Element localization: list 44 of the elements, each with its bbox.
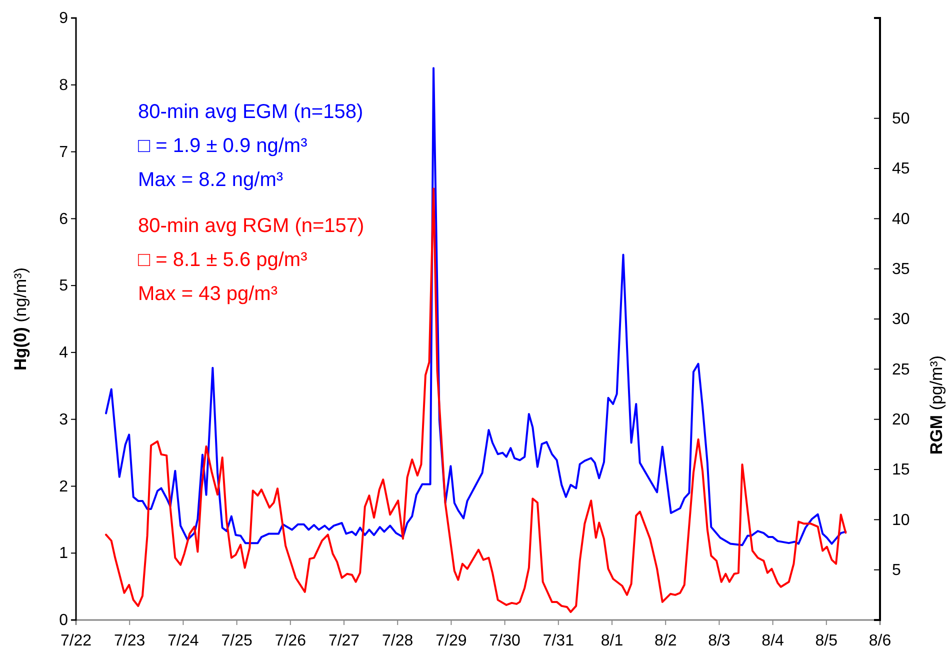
x-tick-label: 8/5 xyxy=(815,632,838,650)
x-tick-label: 7/22 xyxy=(60,632,92,650)
annotation: □ = 1.9 ± 0.9 ng/m³ xyxy=(138,135,308,157)
y-tick-label: 0 xyxy=(59,612,68,630)
y2-tick-label: 40 xyxy=(892,210,910,228)
y-tick-label: 5 xyxy=(59,278,68,295)
annotation: □ = 8.1 ± 5.6 pg/m³ xyxy=(138,249,308,271)
y-tick-label: 6 xyxy=(59,210,68,228)
x-tick-label: 7/23 xyxy=(114,632,146,650)
y2-tick-label: 30 xyxy=(892,311,910,328)
x-tick-label: 8/6 xyxy=(868,632,892,650)
x-tick-label: 7/28 xyxy=(382,632,414,650)
y2-tick-label: 5 xyxy=(892,562,901,579)
y-tick-label: 1 xyxy=(59,545,68,562)
x-tick-label: 7/30 xyxy=(489,632,520,650)
x-tick-label: 7/25 xyxy=(221,632,252,650)
x-tick-label: 8/3 xyxy=(708,632,730,650)
y-axis-title: Hg(0) (ng/m³) xyxy=(11,268,30,370)
annotation: Max = 43 pg/m³ xyxy=(138,283,278,305)
y-tick-label: 3 xyxy=(59,411,68,428)
y2-tick-label: 25 xyxy=(892,361,910,378)
x-tick-label: 7/27 xyxy=(328,632,360,650)
x-tick-label: 8/1 xyxy=(600,632,624,650)
annotation: 80-min avg EGM (n=158) xyxy=(138,101,364,123)
y2-tick-label: 20 xyxy=(892,411,910,428)
annotation: 80-min avg RGM (n=157) xyxy=(138,215,364,237)
y2-tick-label: 35 xyxy=(892,260,910,278)
y-tick-label: 9 xyxy=(59,10,68,28)
x-tick-label: 8/4 xyxy=(762,632,784,650)
y-tick-label: 8 xyxy=(59,77,68,94)
y2-tick-label: 50 xyxy=(892,110,910,128)
x-tick-label: 7/29 xyxy=(436,632,467,650)
y-tick-label: 2 xyxy=(59,478,68,496)
y-tick-label: 4 xyxy=(59,344,68,362)
x-tick-label: 7/24 xyxy=(168,632,199,650)
x-tick-label: 7/31 xyxy=(542,632,574,650)
y-tick-label: 7 xyxy=(59,144,68,161)
y2-tick-label: 15 xyxy=(892,462,910,479)
annotation: Max = 8.2 ng/m³ xyxy=(138,169,284,191)
y2-tick-label: 45 xyxy=(892,160,910,178)
x-tick-label: 8/2 xyxy=(654,632,677,650)
x-tick-label: 7/26 xyxy=(274,632,306,650)
y2-axis-title: RGM (pg/m³) xyxy=(927,355,946,455)
y2-tick-label: 10 xyxy=(892,512,910,529)
